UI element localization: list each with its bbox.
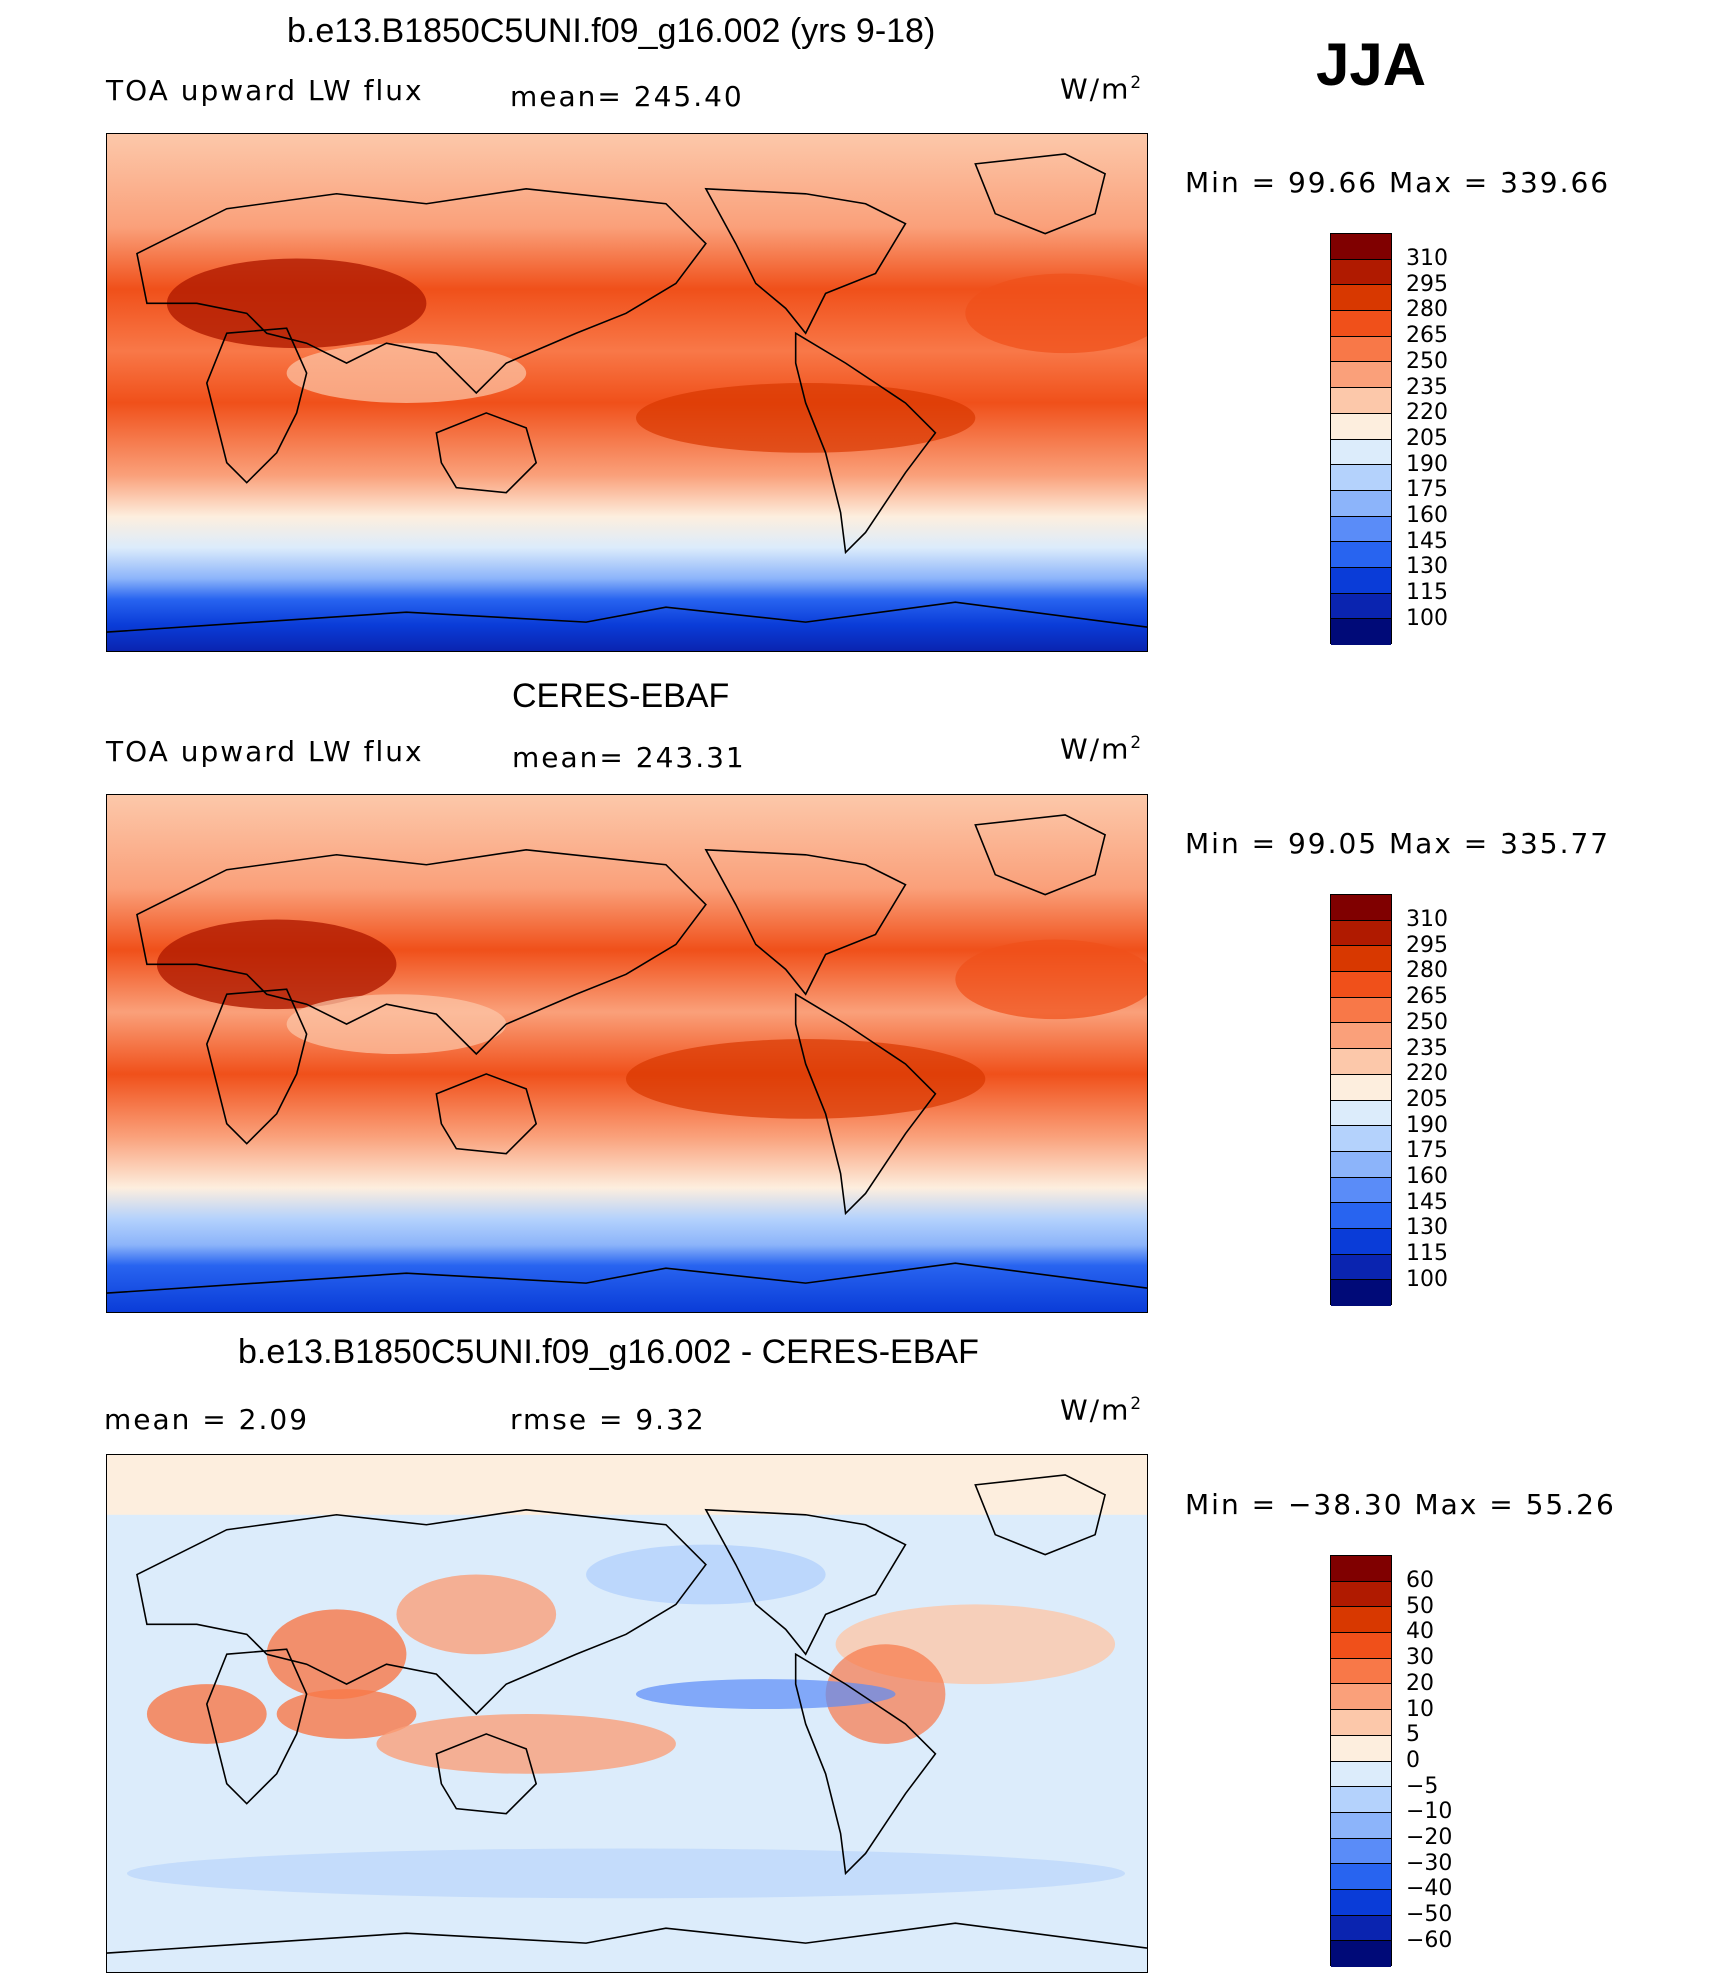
- panel1-map: [106, 133, 1148, 652]
- colorbar-tick: −20: [1406, 1825, 1453, 1850]
- colorbar-tick: −50: [1406, 1902, 1453, 1928]
- panel2-title: CERES-EBAF: [512, 677, 730, 715]
- panel2-units: W/m2: [1060, 732, 1144, 766]
- colorbar-tick: 190: [1406, 1112, 1448, 1138]
- colorbar-tick: 60: [1406, 1568, 1434, 1593]
- panel1-variable-label: TOA upward LW flux: [106, 74, 424, 107]
- colorbar-tick: 40: [1406, 1619, 1434, 1645]
- colorbar-tick: −10: [1406, 1799, 1453, 1825]
- colorbar-tick: 115: [1406, 580, 1448, 606]
- panel1-units: W/m2: [1060, 72, 1144, 106]
- colorbar-tick: 100: [1406, 1266, 1448, 1292]
- panel3-title: b.e13.B1850C5UNI.f09_g16.002 - CERES-EBA…: [238, 1333, 979, 1371]
- colorbar-tick: 190: [1406, 451, 1448, 477]
- panel2-colorbar: [1330, 894, 1392, 1306]
- colorbar-tick: 295: [1406, 271, 1448, 297]
- panel3-colorbar: [1330, 1555, 1392, 1967]
- colorbar-tick: 280: [1406, 297, 1448, 323]
- colorbar-tick: 295: [1406, 932, 1448, 958]
- panel2-variable-label: TOA upward LW flux: [106, 735, 424, 768]
- colorbar-tick: 20: [1406, 1670, 1434, 1696]
- colorbar-tick: 10: [1406, 1696, 1434, 1722]
- colorbar-tick: −40: [1406, 1876, 1453, 1902]
- panel3-mean-label: mean = 2.09: [104, 1403, 310, 1436]
- panel3-minmax: Min = −38.30 Max = 55.26: [1185, 1488, 1616, 1521]
- colorbar-tick: 145: [1406, 528, 1448, 554]
- panel1-minmax: Min = 99.66 Max = 339.66: [1185, 166, 1611, 199]
- colorbar-tick: 265: [1406, 323, 1448, 349]
- colorbar-tick: 205: [1406, 425, 1448, 451]
- panel3-rmse-label: rmse = 9.32: [510, 1403, 706, 1436]
- colorbar-tick: 250: [1406, 1009, 1448, 1035]
- colorbar-tick: 220: [1406, 400, 1448, 426]
- colorbar-tick: 265: [1406, 984, 1448, 1010]
- colorbar-tick: −30: [1406, 1850, 1453, 1876]
- colorbar-tick: 115: [1406, 1241, 1448, 1267]
- panel1-colorbar: [1330, 233, 1392, 645]
- colorbar-tick: 50: [1406, 1593, 1434, 1619]
- colorbar-tick: 220: [1406, 1061, 1448, 1087]
- colorbar-tick: 280: [1406, 958, 1448, 984]
- colorbar-tick: 205: [1406, 1086, 1448, 1112]
- colorbar-tick: −5: [1406, 1773, 1439, 1799]
- colorbar-tick: 130: [1406, 1215, 1448, 1241]
- colorbar-tick: −60: [1406, 1927, 1453, 1953]
- colorbar-tick: 310: [1406, 907, 1448, 932]
- panel1-mean-label: mean= 245.40: [510, 80, 744, 113]
- colorbar-tick: 175: [1406, 1138, 1448, 1164]
- colorbar-tick: 160: [1406, 1164, 1448, 1189]
- season-label: JJA: [1316, 31, 1427, 98]
- colorbar-tick: 0: [1406, 1747, 1420, 1773]
- colorbar-tick: 160: [1406, 503, 1448, 528]
- colorbar-tick: 310: [1406, 246, 1448, 271]
- panel2-mean-label: mean= 243.31: [512, 741, 746, 774]
- panel2-map: [106, 794, 1148, 1313]
- colorbar-tick: 30: [1406, 1645, 1434, 1671]
- panel3-units: W/m2: [1060, 1393, 1144, 1427]
- colorbar-tick: 235: [1406, 1035, 1448, 1061]
- colorbar-tick: 235: [1406, 374, 1448, 400]
- panel2-minmax: Min = 99.05 Max = 335.77: [1185, 827, 1611, 860]
- panel1-title: b.e13.B1850C5UNI.f09_g16.002 (yrs 9-18): [287, 12, 936, 50]
- colorbar-tick: 250: [1406, 348, 1448, 374]
- colorbar-tick: 175: [1406, 477, 1448, 503]
- panel3-map: [106, 1454, 1148, 1973]
- colorbar-tick: 5: [1406, 1722, 1420, 1748]
- colorbar-tick: 145: [1406, 1189, 1448, 1215]
- colorbar-tick: 130: [1406, 554, 1448, 580]
- colorbar-tick: 100: [1406, 605, 1448, 631]
